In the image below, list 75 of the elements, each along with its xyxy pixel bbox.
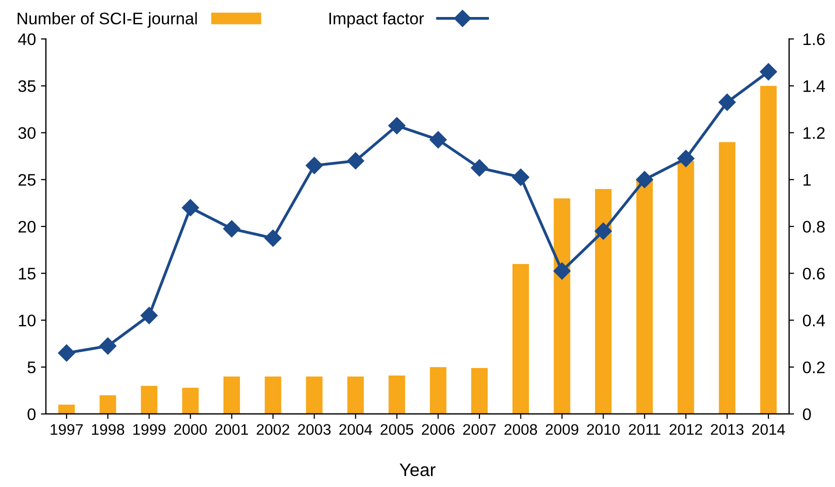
x-tick-label: 2004: [339, 424, 372, 435]
point: [388, 117, 406, 134]
bar: [678, 160, 694, 414]
x-tick-label: 2007: [463, 424, 496, 435]
point: [264, 230, 282, 247]
y-tick-label: 10: [18, 314, 36, 326]
y-tick-label: 35: [18, 80, 36, 92]
y-tick-label: 25: [18, 174, 36, 186]
x-tick-label: 2009: [546, 424, 578, 435]
bar: [636, 180, 653, 414]
bar: [718, 142, 736, 414]
bar: [512, 264, 529, 414]
x-tick-label: 2010: [587, 424, 620, 435]
y2-tick-label: 0.8: [802, 220, 825, 233]
bar: [554, 198, 570, 414]
x-tick-label: 2012: [670, 424, 702, 435]
bar: [182, 388, 199, 414]
point: [306, 156, 323, 174]
y2-tick-label: 1.2: [804, 127, 825, 139]
point: [636, 171, 654, 188]
bar: [306, 376, 323, 414]
y-tick-label: 5: [28, 362, 36, 374]
x-tick-label: 2000: [174, 424, 207, 435]
y2-tick-label: 1.4: [804, 80, 825, 92]
y-tick-label: 40: [18, 33, 36, 46]
bar: [58, 404, 75, 414]
bar: [430, 367, 446, 414]
point: [182, 199, 199, 216]
y2-tick-label: 1: [804, 174, 811, 186]
point: [140, 306, 158, 324]
x-tick-label: 2014: [752, 424, 785, 435]
point: [347, 152, 364, 170]
x-tick-label: 1999: [133, 424, 166, 435]
point: [223, 220, 240, 238]
y-tick-label: 30: [18, 127, 36, 139]
bar: [223, 376, 240, 414]
y2-tick-label: 1.6: [804, 33, 825, 46]
legend-label: Number of SCI-E journal: [18, 12, 197, 28]
bar: [100, 395, 116, 414]
x-tick-label: 2001: [215, 424, 248, 435]
point: [553, 262, 571, 280]
y-tick-label: 0: [28, 408, 36, 420]
point: [594, 222, 612, 240]
x-tick-label: 2005: [380, 424, 414, 435]
y2-tick-label: 0.6: [802, 268, 825, 280]
bar: [140, 386, 158, 414]
x-tick-label: 1997: [50, 424, 83, 435]
x-tick-label: 1998: [92, 424, 124, 435]
point: [718, 94, 736, 111]
x-tick-label: 2006: [422, 424, 454, 435]
bar: [388, 376, 406, 414]
x-tick-label: 2013: [710, 424, 744, 435]
point: [677, 150, 694, 168]
point: [470, 159, 488, 176]
point: [760, 63, 777, 80]
x-tick-label: 2003: [298, 424, 331, 435]
y2-tick-label: 0.2: [802, 361, 825, 374]
point: [99, 337, 116, 355]
x-tick-label: 2002: [256, 424, 290, 435]
legend-label: Impact factor: [329, 12, 424, 28]
point: [430, 131, 447, 148]
y2-tick-label: 0.4: [802, 314, 825, 326]
y2-tick-label: 0: [802, 408, 811, 420]
point: [58, 344, 76, 362]
y-tick-label: 15: [18, 268, 36, 280]
y-tick-label: 20: [18, 220, 36, 233]
bar: [595, 188, 612, 414]
bar: [347, 376, 364, 414]
point: [512, 168, 530, 186]
bar: [264, 376, 282, 414]
x-tick-label: 2011: [628, 424, 660, 435]
bar: [760, 86, 777, 414]
x-tick-label: 2008: [504, 424, 538, 435]
bar: [471, 368, 488, 414]
x-axis-title: Year: [400, 464, 436, 476]
